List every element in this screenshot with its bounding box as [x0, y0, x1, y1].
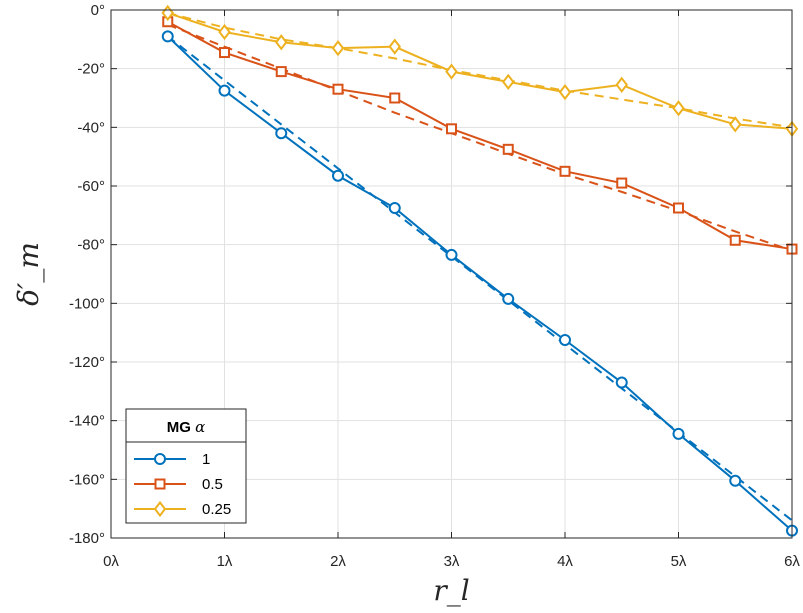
data-point	[672, 427, 685, 440]
data-point	[275, 66, 287, 78]
legend: MG α 1 0.5 0.25	[125, 408, 247, 524]
data-point	[218, 23, 231, 41]
legend-label: 0.25	[202, 501, 231, 518]
data-point	[729, 234, 741, 246]
y-tick-label: -60°	[77, 178, 105, 195]
x-tick-label: 3λ	[444, 553, 460, 570]
data-point	[445, 248, 458, 261]
legend-entry: 0.5	[134, 476, 223, 493]
x-tick-label: 1λ	[217, 553, 233, 570]
series-line	[167, 35, 793, 532]
y-tick-label: -80°	[77, 237, 105, 254]
x-tick-label: 6λ	[784, 553, 800, 570]
data-point	[615, 76, 629, 93]
data-point	[616, 177, 628, 189]
data-point	[501, 73, 515, 91]
series-fit-line	[167, 23, 793, 252]
data-point	[729, 474, 742, 487]
legend-box	[125, 408, 247, 524]
series-0	[161, 30, 798, 537]
data-point	[559, 165, 571, 177]
data-point	[219, 47, 230, 59]
data-point	[615, 376, 628, 389]
y-tick-label: -160°	[69, 471, 105, 488]
series-2	[161, 4, 799, 137]
legend-title-prefix: MG	[167, 419, 195, 436]
y-axis-label: δ′_m	[12, 242, 45, 306]
y-tick-label: -180°	[69, 530, 105, 547]
data-point	[331, 39, 345, 57]
y-tick-label: -100°	[69, 295, 105, 312]
series-line	[167, 20, 793, 251]
data-point	[332, 169, 344, 182]
x-tick-label: 4λ	[557, 553, 573, 570]
legend-title: MG α	[167, 418, 205, 436]
data-point	[388, 38, 402, 55]
data-point	[218, 84, 231, 97]
data-point	[502, 292, 515, 305]
y-tick-label: -140°	[69, 413, 105, 430]
y-tick-label: -40°	[77, 119, 105, 136]
y-tick-label: -20°	[77, 61, 105, 78]
data-point	[274, 34, 288, 51]
data-point	[502, 143, 514, 155]
legend-marker	[154, 478, 166, 490]
data-point	[388, 202, 401, 214]
data-point	[728, 116, 742, 133]
tick-labels: 0λ 1λ 2λ 3λ 4λ 5λ 6λ 0° -20° -40° -60° -80° -100° -12…	[69, 2, 800, 570]
legend-marker	[154, 453, 166, 465]
data-point	[558, 83, 572, 101]
data-point	[559, 334, 571, 346]
legend-title-symbol: α	[195, 418, 205, 436]
legend-entry: 0.25	[134, 500, 231, 518]
legend-label: 1	[202, 451, 210, 468]
data-point	[161, 30, 174, 43]
y-tick-label: -120°	[69, 354, 105, 371]
data-point	[672, 100, 685, 117]
series-fit-line	[167, 35, 793, 522]
y-tick-label: 0°	[91, 2, 105, 19]
legend-marker	[153, 500, 167, 518]
data-point	[275, 127, 288, 140]
legend-entry: 1	[134, 451, 210, 468]
data-point	[389, 92, 401, 104]
x-axis-label: r_l	[433, 574, 469, 607]
x-tick-label: 0λ	[103, 553, 119, 570]
data-point	[673, 202, 684, 214]
data-point	[332, 83, 344, 95]
x-tick-label: 2λ	[330, 553, 346, 570]
series-line	[167, 11, 793, 130]
data-point	[446, 123, 457, 135]
data-point	[445, 63, 458, 80]
legend-label: 0.5	[202, 476, 223, 493]
x-tick-label: 5λ	[671, 553, 687, 570]
